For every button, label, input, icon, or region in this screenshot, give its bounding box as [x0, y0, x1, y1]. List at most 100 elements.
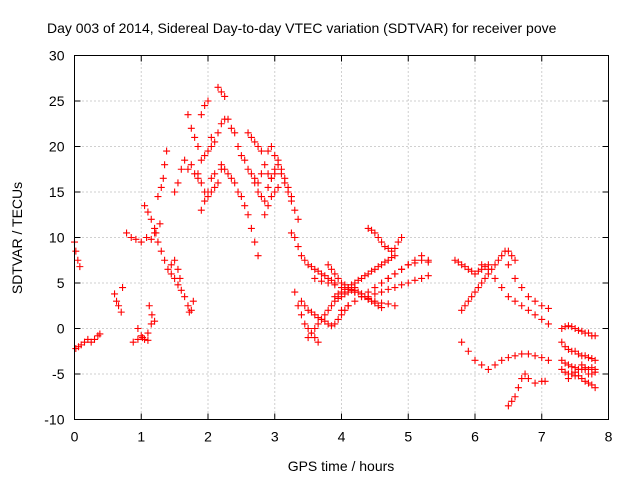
data-point [237, 152, 245, 160]
data-point [187, 124, 195, 132]
data-point [351, 288, 359, 296]
data-point [591, 332, 599, 340]
data-point [287, 197, 295, 205]
data-point [161, 161, 169, 169]
data-point [378, 279, 386, 287]
data-point [398, 234, 406, 241]
data-point [511, 352, 519, 360]
data-point [391, 270, 399, 278]
data-point [334, 315, 342, 323]
data-point [478, 279, 486, 287]
data-point [564, 322, 572, 330]
data-point [277, 170, 285, 178]
data-point [181, 156, 189, 164]
data-point [271, 152, 279, 160]
data-point [478, 361, 486, 369]
data-point [424, 256, 432, 264]
data-point [391, 302, 399, 310]
data-point [157, 247, 165, 255]
data-point [331, 281, 339, 289]
data-point [511, 256, 519, 264]
data-point [544, 356, 552, 364]
x-tick-label: 5 [404, 429, 412, 445]
data-point [324, 261, 332, 269]
data-point [174, 281, 182, 289]
data-point [317, 277, 325, 285]
data-point [364, 288, 372, 296]
y-axis-label: SDTVAR / TECUs [9, 182, 25, 294]
data-point [538, 354, 546, 362]
data-point [145, 302, 153, 310]
x-tick-label: 4 [338, 429, 346, 445]
data-point [351, 297, 359, 305]
data-point [234, 143, 242, 150]
data-point [468, 293, 476, 301]
data-point [338, 306, 345, 314]
data-point [327, 302, 335, 310]
data-point [574, 365, 582, 373]
data-point [481, 274, 489, 282]
y-tick-label: -10 [44, 412, 64, 428]
data-point [147, 235, 155, 243]
data-point [194, 170, 202, 178]
data-point [261, 197, 269, 205]
data-point [524, 375, 532, 383]
data-point [301, 302, 309, 310]
data-point [244, 165, 252, 173]
data-point [241, 156, 249, 164]
data-point [384, 274, 392, 282]
y-tick-label: -5 [52, 366, 65, 382]
data-point [398, 265, 406, 273]
data-point [72, 247, 80, 255]
data-point [231, 179, 239, 187]
y-tick-label: 5 [57, 275, 65, 291]
data-point [76, 263, 84, 271]
data-point [391, 244, 399, 252]
data-point [464, 297, 472, 305]
data-point [244, 211, 252, 219]
data-point [491, 274, 499, 282]
data-point [171, 188, 179, 196]
data-point [144, 336, 152, 344]
data-point [91, 335, 99, 343]
data-point [161, 256, 169, 264]
data-point [491, 361, 499, 369]
data-point [214, 179, 222, 187]
data-point [314, 320, 322, 328]
data-point [508, 252, 516, 260]
x-tick-label: 7 [538, 429, 546, 445]
data-point [321, 311, 329, 319]
x-tick-label: 3 [271, 429, 279, 445]
data-point [207, 174, 215, 182]
data-point [174, 265, 182, 273]
data-point [561, 323, 569, 331]
data-point [524, 306, 532, 314]
data-point [524, 293, 532, 301]
data-point [558, 338, 566, 346]
chart-title: Day 003 of 2014, Sidereal Day-to-day VTE… [47, 20, 557, 36]
data-point [264, 147, 272, 155]
data-point [518, 350, 526, 358]
data-point [221, 165, 229, 173]
data-point [207, 133, 215, 141]
data-point [578, 361, 586, 369]
y-tick-label: 25 [49, 93, 65, 109]
data-point [201, 102, 209, 110]
data-point [154, 238, 162, 246]
data-point [187, 306, 195, 314]
data-point [591, 384, 599, 392]
data-point [508, 397, 516, 405]
data-point [211, 183, 219, 191]
x-tick-label: 2 [204, 429, 212, 445]
data-point [141, 202, 149, 210]
data-point [187, 161, 195, 169]
data-point [274, 161, 282, 169]
y-tick-label: 15 [49, 184, 65, 200]
data-point [297, 252, 305, 260]
data-point [478, 261, 486, 269]
grid-lines [74, 55, 609, 420]
data-point [378, 288, 386, 296]
data-point [214, 129, 222, 137]
data-point [156, 220, 164, 228]
